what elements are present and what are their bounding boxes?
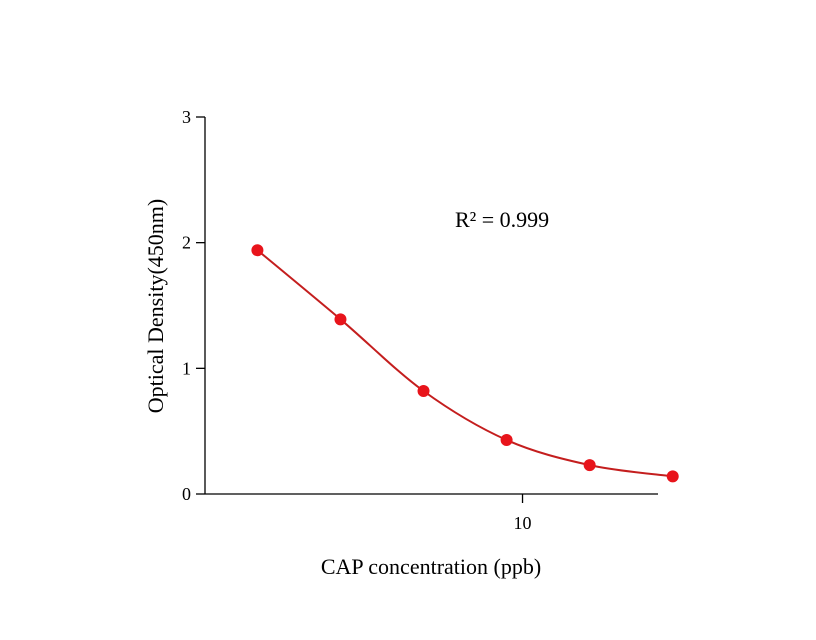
- x-tick-label: 10: [514, 513, 532, 533]
- x-ticks: 10: [514, 494, 532, 533]
- fit-curve: [256, 249, 673, 478]
- data-point: [666, 470, 679, 483]
- x-axis-title: CAP concentration (ppb): [321, 554, 541, 579]
- data-point: [583, 459, 596, 472]
- y-ticks: 0 1 2 3: [182, 107, 205, 504]
- data-point: [417, 384, 430, 397]
- y-tick-label: 3: [182, 107, 191, 127]
- data-point: [500, 433, 513, 446]
- y-axis-title: Optical Density(450nm): [143, 199, 168, 413]
- r-squared-annotation: R² = 0.999: [455, 207, 549, 232]
- data-point: [334, 313, 347, 326]
- y-tick-label: 0: [182, 484, 191, 504]
- y-tick-label: 1: [182, 358, 191, 378]
- data-point: [251, 244, 264, 257]
- y-tick-label: 2: [182, 233, 191, 253]
- data-points: [251, 244, 679, 483]
